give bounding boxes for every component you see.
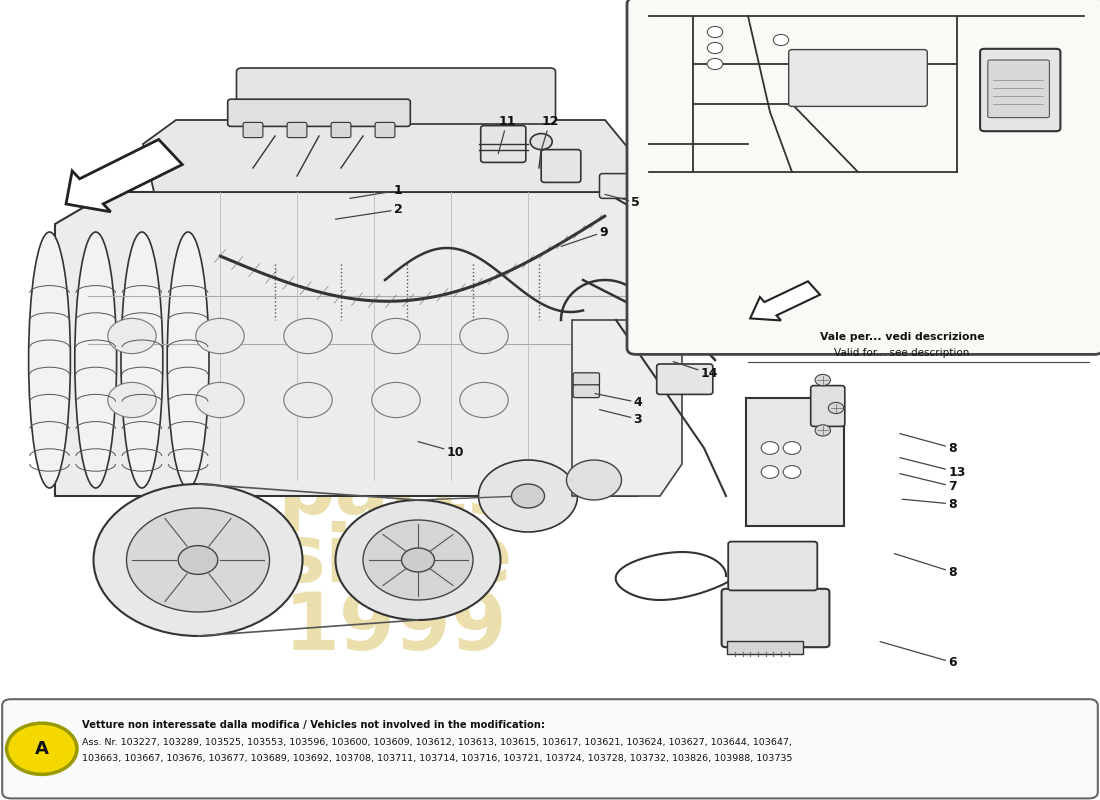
Circle shape (336, 500, 500, 620)
Circle shape (761, 442, 779, 454)
Circle shape (773, 34, 789, 46)
Text: Vetture non interessate dalla modifica / Vehicles not involved in the modificati: Vetture non interessate dalla modifica /… (82, 720, 546, 730)
FancyBboxPatch shape (331, 122, 351, 138)
Circle shape (783, 466, 801, 478)
Circle shape (196, 318, 244, 354)
Circle shape (108, 318, 156, 354)
Circle shape (707, 26, 723, 38)
Text: 12: 12 (541, 115, 559, 150)
Ellipse shape (121, 232, 163, 488)
Circle shape (94, 484, 302, 636)
Text: 8: 8 (894, 554, 957, 578)
Text: since: since (278, 521, 514, 599)
Circle shape (815, 425, 830, 436)
Text: 1999: 1999 (284, 589, 508, 667)
Circle shape (7, 723, 77, 774)
FancyBboxPatch shape (375, 122, 395, 138)
Text: 13: 13 (900, 458, 966, 478)
Circle shape (108, 382, 156, 418)
FancyBboxPatch shape (541, 150, 581, 182)
FancyBboxPatch shape (236, 68, 556, 124)
FancyBboxPatch shape (243, 122, 263, 138)
Circle shape (530, 134, 552, 150)
Ellipse shape (167, 232, 209, 488)
Circle shape (372, 382, 420, 418)
Circle shape (566, 460, 621, 500)
FancyBboxPatch shape (728, 542, 817, 590)
FancyBboxPatch shape (600, 174, 628, 198)
Circle shape (196, 382, 244, 418)
Text: 10: 10 (418, 442, 464, 458)
Text: 4: 4 (595, 394, 642, 409)
FancyBboxPatch shape (573, 373, 600, 386)
Ellipse shape (75, 232, 117, 488)
Circle shape (707, 58, 723, 70)
Text: Vale per... vedi descrizione: Vale per... vedi descrizione (820, 332, 984, 342)
FancyBboxPatch shape (811, 386, 845, 426)
Text: 8: 8 (902, 498, 957, 510)
Text: 5: 5 (605, 194, 640, 209)
FancyBboxPatch shape (746, 398, 844, 526)
Text: 6: 6 (880, 642, 957, 669)
FancyBboxPatch shape (980, 49, 1060, 131)
Circle shape (478, 460, 578, 532)
Circle shape (126, 508, 270, 612)
FancyBboxPatch shape (481, 126, 526, 162)
Circle shape (284, 318, 332, 354)
Circle shape (707, 42, 723, 54)
Text: 11: 11 (498, 115, 516, 154)
Circle shape (761, 466, 779, 478)
Circle shape (512, 484, 544, 508)
FancyBboxPatch shape (789, 50, 927, 106)
Text: Valid for... see description: Valid for... see description (834, 348, 970, 358)
Polygon shape (143, 120, 638, 192)
FancyBboxPatch shape (627, 0, 1100, 354)
Circle shape (783, 442, 801, 454)
FancyBboxPatch shape (2, 699, 1098, 798)
Circle shape (372, 318, 420, 354)
Circle shape (460, 382, 508, 418)
FancyBboxPatch shape (573, 385, 600, 398)
Text: A: A (35, 740, 48, 758)
Text: 2: 2 (336, 203, 403, 219)
Circle shape (815, 374, 830, 386)
Polygon shape (572, 320, 682, 496)
FancyArrow shape (66, 139, 183, 212)
FancyBboxPatch shape (228, 99, 410, 126)
Ellipse shape (29, 232, 70, 488)
Circle shape (178, 546, 218, 574)
Text: 7: 7 (900, 474, 957, 493)
Text: 103663, 103667, 103676, 103677, 103689, 103692, 103708, 103711, 103714, 103716, : 103663, 103667, 103676, 103677, 103689, … (82, 754, 793, 763)
Circle shape (284, 382, 332, 418)
FancyBboxPatch shape (657, 364, 713, 394)
FancyBboxPatch shape (287, 122, 307, 138)
Text: 9: 9 (561, 226, 608, 246)
Polygon shape (55, 192, 660, 496)
FancyBboxPatch shape (988, 60, 1049, 118)
Text: EPC: EPC (309, 385, 483, 463)
Text: 3: 3 (600, 410, 642, 426)
Text: 1: 1 (350, 184, 403, 198)
Text: Ass. Nr. 103227, 103289, 103525, 103553, 103596, 103600, 103609, 103612, 103613,: Ass. Nr. 103227, 103289, 103525, 103553,… (82, 738, 792, 746)
Circle shape (363, 520, 473, 600)
Circle shape (402, 548, 434, 572)
Text: parts: parts (277, 453, 515, 531)
Circle shape (828, 402, 844, 414)
FancyBboxPatch shape (727, 641, 803, 654)
Circle shape (460, 318, 508, 354)
Text: 8: 8 (900, 434, 957, 454)
Text: 14: 14 (673, 362, 718, 380)
FancyArrow shape (750, 282, 820, 321)
FancyBboxPatch shape (722, 589, 829, 647)
